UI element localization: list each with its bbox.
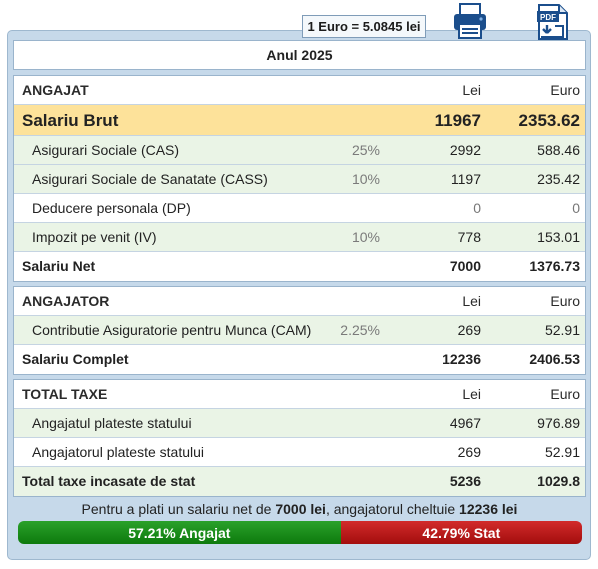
employee-section: ANGAJAT Lei Euro Salariu Brut 11967 2353…: [13, 75, 586, 282]
row-eur: 0: [572, 200, 580, 216]
summary-middle: , angajatorul cheltuie: [325, 501, 460, 517]
row-pct: 25%: [351, 142, 380, 158]
table-row: Asigurari Sociale de Sanatate (CASS) 10%…: [14, 165, 585, 194]
row-lei: 269: [457, 322, 481, 338]
complete-salary-row: Salariu Complet 12236 2406.53: [14, 345, 585, 374]
state-share-segment: 42.79% Stat: [340, 521, 582, 544]
taxes-section: TOTAL TAXE Lei Euro Angajatul plateste s…: [13, 379, 586, 497]
gross-salary-label: Salariu Brut: [22, 111, 119, 130]
row-lei: 0: [473, 200, 481, 216]
employer-header-row: ANGAJATOR Lei Euro: [14, 287, 585, 316]
row-lei: 4967: [449, 415, 481, 431]
col-lei-header: Lei: [462, 386, 481, 402]
net-salary-lei: 7000: [449, 258, 481, 274]
row-eur: 153.01: [537, 229, 580, 245]
summary-net: 7000 lei: [275, 501, 326, 517]
employee-share-segment: 57.21% Angajat: [18, 521, 341, 544]
table-row: Deducere personala (DP) 0 0: [14, 194, 585, 223]
total-taxes-row: Total taxe incasate de stat 5236 1029.8: [14, 467, 585, 496]
row-label: Contributie Asiguratorie pentru Munca (C…: [32, 322, 312, 338]
row-label: Asigurari Sociale de Sanatate (CASS): [32, 171, 268, 187]
table-row: Angajatorul plateste statului 269 52.91: [14, 438, 585, 467]
row-lei: 269: [457, 444, 481, 460]
total-taxes-lei: 5236: [449, 473, 481, 489]
employer-title: ANGAJATOR: [22, 293, 110, 309]
gross-salary-eur: 2353.62: [518, 111, 580, 130]
gross-salary-lei: 11967: [434, 111, 481, 130]
taxes-title: TOTAL TAXE: [22, 386, 108, 402]
row-eur: 52.91: [544, 444, 580, 460]
summary-prefix: Pentru a plati un salariu net de: [81, 501, 276, 517]
employee-share-label: 57.21% Angajat: [128, 524, 231, 541]
taxes-header-row: TOTAL TAXE Lei Euro: [14, 380, 585, 409]
summary-text: Pentru a plati un salariu net de 7000 le…: [13, 501, 586, 517]
row-eur: 976.89: [537, 415, 580, 431]
table-row: Impozit pe venit (IV) 10% 778 153.01: [14, 223, 585, 252]
row-lei: 1197: [450, 171, 481, 187]
col-eur-header: Euro: [550, 386, 580, 402]
exchange-rate-box: 1 Euro = 5.0845 lei: [302, 15, 426, 38]
row-pct: 10%: [351, 171, 380, 187]
net-salary-label: Salariu Net: [22, 258, 96, 274]
total-taxes-eur: 1029.8: [537, 473, 580, 489]
complete-salary-lei: 12236: [442, 351, 481, 367]
gross-salary-row: Salariu Brut 11967 2353.62: [14, 105, 585, 136]
year-label: Anul 2025: [266, 47, 333, 63]
row-label: Deducere personala (DP): [32, 200, 191, 216]
state-share-label: 42.79% Stat: [422, 524, 501, 541]
employee-header-row: ANGAJAT Lei Euro: [14, 76, 585, 105]
col-eur-header: Euro: [550, 293, 580, 309]
year-header: Anul 2025: [13, 40, 586, 70]
row-eur: 588.46: [537, 142, 580, 158]
row-label: Impozit pe venit (IV): [32, 229, 157, 245]
printer-icon[interactable]: [452, 2, 488, 40]
net-salary-eur: 1376.73: [529, 258, 580, 274]
col-lei-header: Lei: [462, 82, 481, 98]
table-row: Angajatul plateste statului 4967 976.89: [14, 409, 585, 438]
table-row: Contributie Asiguratorie pentru Munca (C…: [14, 316, 585, 345]
row-pct: 10%: [351, 229, 380, 245]
net-salary-row: Salariu Net 7000 1376.73: [14, 252, 585, 281]
employer-section: ANGAJATOR Lei Euro Contributie Asigurato…: [13, 286, 586, 375]
row-eur: 52.91: [544, 322, 580, 338]
col-lei-header: Lei: [462, 293, 481, 309]
row-lei: 778: [457, 229, 481, 245]
row-pct: 2.25%: [340, 322, 380, 338]
table-row: Asigurari Sociale (CAS) 25% 2992 588.46: [14, 136, 585, 165]
row-label: Asigurari Sociale (CAS): [32, 142, 180, 158]
total-taxes-label: Total taxe incasate de stat: [22, 473, 196, 489]
complete-salary-eur: 2406.53: [529, 351, 580, 367]
row-lei: 2992: [449, 142, 481, 158]
row-label: Angajatul plateste statului: [32, 415, 192, 431]
employee-title: ANGAJAT: [22, 82, 89, 98]
split-bar: 57.21% Angajat 42.79% Stat: [18, 521, 582, 544]
row-label: Angajatorul plateste statului: [32, 444, 204, 460]
complete-salary-label: Salariu Complet: [22, 351, 129, 367]
pdf-label: PDF: [540, 13, 556, 22]
row-eur: 235.42: [537, 171, 580, 187]
pdf-download-icon[interactable]: PDF: [535, 3, 571, 41]
col-eur-header: Euro: [550, 82, 580, 98]
summary-cost: 12236 lei: [459, 501, 518, 517]
